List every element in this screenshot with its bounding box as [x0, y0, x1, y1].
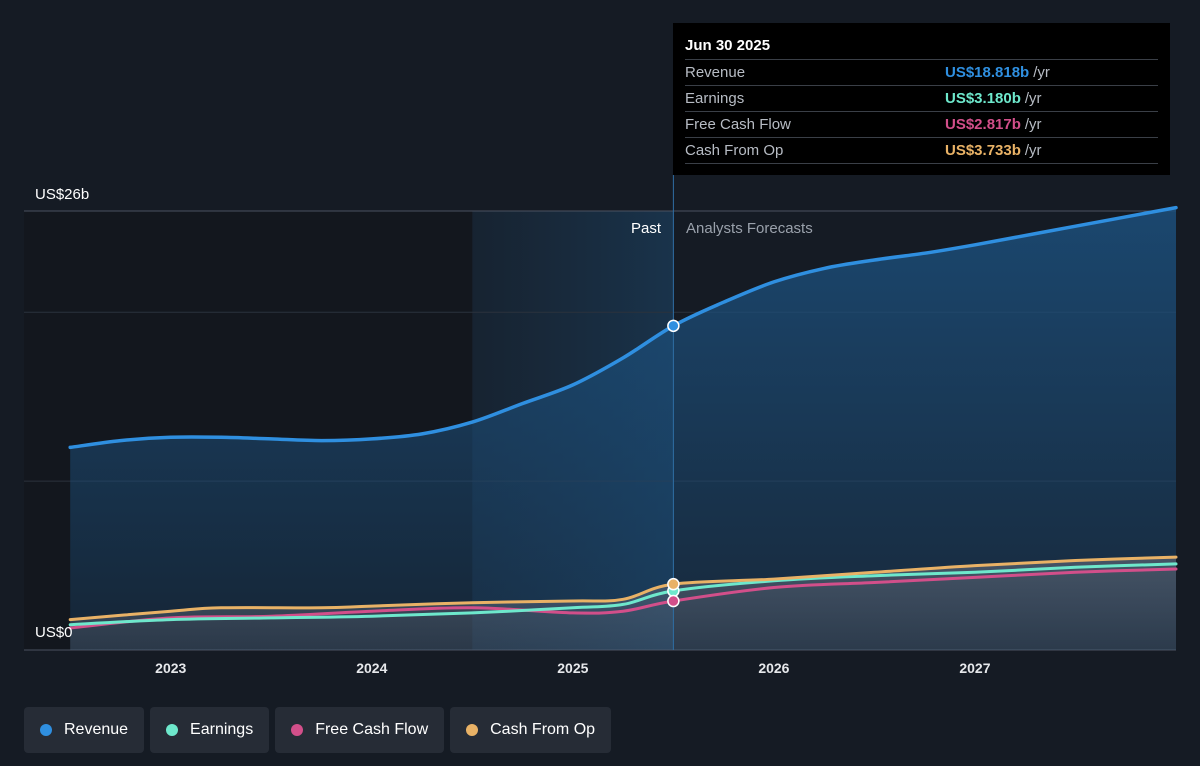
x-tick-label: 2026 [758, 660, 789, 676]
revenue-dot-icon [40, 724, 52, 736]
free-cash-flow-marker [667, 594, 680, 608]
legend-item-earnings[interactable]: Earnings [150, 707, 270, 753]
tooltip-date: Jun 30 2025 [685, 37, 771, 54]
tooltip-unit: /yr [1024, 116, 1042, 133]
tooltip-row-free-cash-flow: Free Cash Flow US$2.817b /yr [685, 111, 1158, 137]
y-axis-bottom-label: US$0 [35, 624, 73, 641]
tooltip-row-cash-from-op: Cash From Op US$3.733b /yr [685, 137, 1158, 164]
tooltip-row-earnings: Earnings US$3.180b /yr [685, 85, 1158, 111]
legend-label: Cash From Op [490, 721, 596, 738]
tooltip-label: Cash From Op [685, 142, 784, 159]
tooltip-label: Free Cash Flow [685, 116, 791, 133]
forecast-label: Analysts Forecasts [686, 220, 813, 237]
legend: Revenue Earnings Free Cash Flow Cash Fro… [24, 707, 612, 753]
tooltip-row-revenue: Revenue US$18.818b /yr [685, 59, 1158, 85]
past-label: Past [631, 220, 662, 237]
x-tick-label: 2025 [557, 660, 588, 676]
tooltip-unit: /yr [1033, 64, 1050, 81]
legend-label: Earnings [190, 721, 254, 738]
x-tick-label: 2024 [356, 660, 387, 676]
series-markers [667, 319, 680, 608]
legend-label: Revenue [64, 721, 129, 738]
free-cash-flow-line [68, 567, 1178, 630]
revenue-area [70, 207, 1177, 650]
cash-from-op-marker [667, 577, 680, 591]
revenue-line [68, 205, 1178, 450]
tooltip-label: Revenue [685, 64, 746, 81]
tooltip-value: US$2.817b [945, 116, 1021, 133]
tooltip-value: US$3.733b [945, 142, 1021, 159]
tooltip: Jun 30 2025 Revenue US$18.818b /yr Earni… [673, 23, 1170, 175]
legend-item-cash-from-op[interactable]: Cash From Op [450, 707, 612, 753]
revenue-marker [667, 319, 680, 333]
series-lines [68, 205, 1178, 630]
x-axis-ticks: 2023 2024 2025 2026 2027 [155, 660, 991, 676]
cash-from-op-dot-icon [466, 724, 479, 736]
cash-from-op-line [68, 555, 1178, 622]
legend-item-revenue[interactable]: Revenue [24, 707, 145, 753]
tooltip-value: US$18.818b [945, 64, 1030, 81]
legend-item-free-cash-flow[interactable]: Free Cash Flow [275, 707, 445, 753]
tooltip-unit: /yr [1024, 142, 1042, 159]
earnings-line [68, 562, 1178, 627]
tooltip-unit: /yr [1024, 90, 1042, 107]
x-tick-label: 2027 [959, 660, 990, 676]
free-cash-flow-dot-icon [291, 724, 304, 736]
x-tick-label: 2023 [155, 660, 186, 676]
earnings-dot-icon [166, 724, 179, 736]
tooltip-value: US$3.180b [945, 90, 1021, 107]
y-axis-top-label: US$26b [35, 186, 89, 203]
legend-label: Free Cash Flow [315, 721, 429, 738]
tooltip-label: Earnings [685, 90, 745, 107]
